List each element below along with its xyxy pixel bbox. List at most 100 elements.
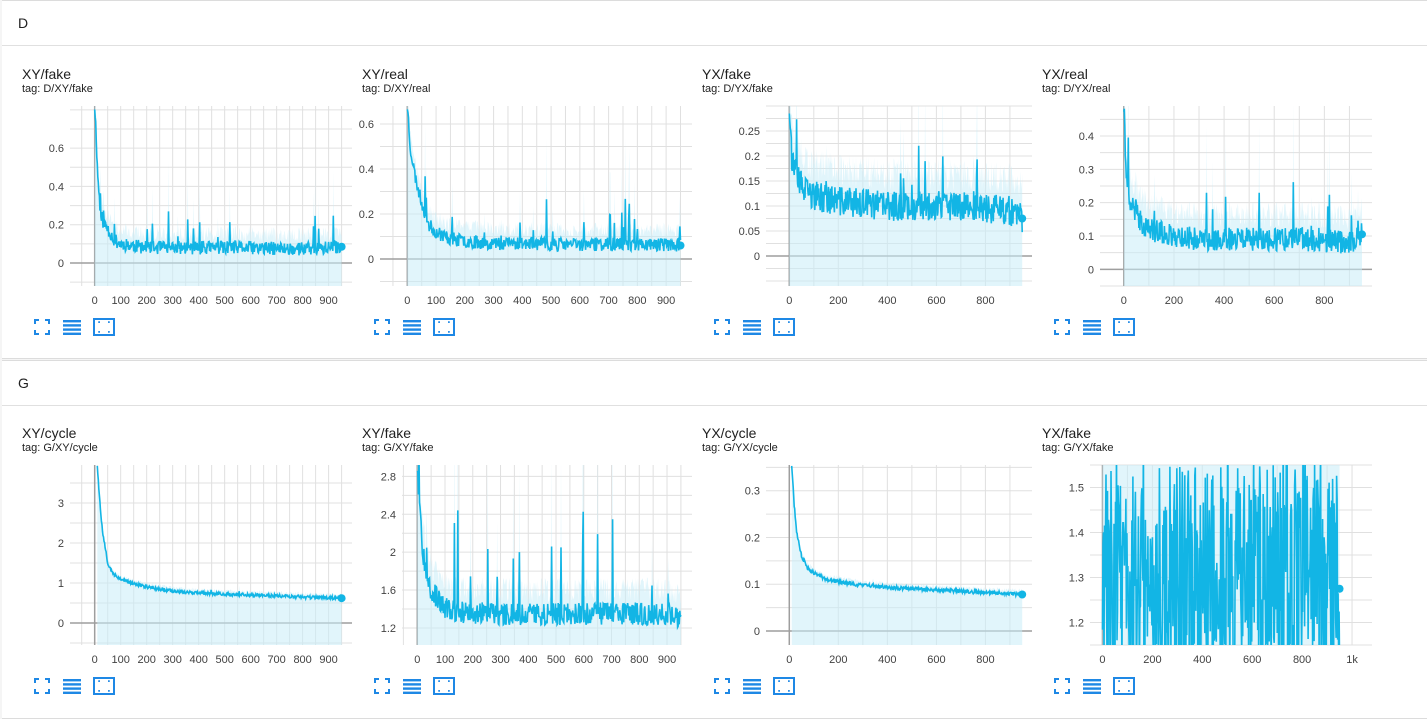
chart-tag-value: G/XY/cycle xyxy=(43,442,98,454)
x-tick-label: 300 xyxy=(163,654,181,666)
chart-tag-prefix: tag: xyxy=(1042,442,1061,454)
chart-title: XY/cycle xyxy=(22,425,77,441)
series-raw-band xyxy=(789,106,1023,286)
series-last-point xyxy=(337,594,346,603)
x-tick-label: 0 xyxy=(786,295,792,307)
chart-tag-value: G/YX/cycle xyxy=(723,442,778,454)
chart-plot[interactable]: 0 100 200 300 400 500 600 700 800 900 0 0.2 0.4 0.6 xyxy=(22,66,362,316)
toggle-log-scale-icon[interactable] xyxy=(740,316,764,338)
x-tick-label: 800 xyxy=(1315,295,1333,307)
y-tick-label: 1 xyxy=(58,578,64,590)
series-line xyxy=(1123,108,1363,254)
chart-tag-prefix: tag: xyxy=(362,442,381,454)
y-tick-label: 0.6 xyxy=(359,119,374,131)
x-tick-label: 0 xyxy=(1099,654,1105,666)
fit-domain-icon[interactable] xyxy=(92,316,116,338)
chart-tag-value: D/XY/real xyxy=(383,83,431,95)
chart-plot[interactable]: 0 100 200 300 400 500 600 700 800 900 1.2 1.6 2 2.4 2.… xyxy=(362,425,702,675)
x-tick-label: 100 xyxy=(427,295,445,307)
fullscreen-icon[interactable] xyxy=(30,316,54,338)
series-line xyxy=(96,465,343,602)
y-tick-label: 2 xyxy=(58,538,64,550)
y-tick-label: 2.4 xyxy=(381,509,396,521)
x-tick-label: 300 xyxy=(491,654,509,666)
x-tick-label: 800 xyxy=(630,654,648,666)
x-tick-label: 0 xyxy=(92,295,98,307)
chart-plot[interactable]: 0 100 200 300 400 500 600 700 800 900 0 0.2 0.4 0.6 xyxy=(359,66,702,316)
fit-domain-icon[interactable] xyxy=(772,316,796,338)
x-tick-label: 200 xyxy=(1165,295,1183,307)
fullscreen-icon[interactable] xyxy=(710,316,734,338)
y-tick-label: 0.3 xyxy=(1079,164,1094,176)
toggle-log-scale-icon[interactable] xyxy=(60,675,84,697)
x-tick-label: 600 xyxy=(575,654,593,666)
toggle-log-scale-icon[interactable] xyxy=(60,316,84,338)
y-tick-label: 0.4 xyxy=(49,181,64,193)
fit-domain-icon[interactable] xyxy=(772,675,796,697)
x-tick-label: 900 xyxy=(657,295,675,307)
y-tick-label: 0 xyxy=(1088,264,1094,276)
fullscreen-icon[interactable] xyxy=(1050,675,1074,697)
y-tick-label: 0.2 xyxy=(745,532,760,544)
scalar-card: XY/fake tag: G/XY/fake 0 100 200 300 400 500 600 7… xyxy=(362,425,702,705)
fit-domain-icon[interactable] xyxy=(432,316,456,338)
fit-domain-icon[interactable] xyxy=(432,675,456,697)
toggle-log-scale-icon[interactable] xyxy=(1080,316,1104,338)
x-tick-label: 400 xyxy=(878,295,896,307)
x-tick-label: 600 xyxy=(241,654,259,666)
series-line xyxy=(788,113,1023,233)
chart-plot[interactable]: 0 100 200 300 400 500 600 700 800 900 0 1 2 3 xyxy=(22,425,362,675)
chart-tag-prefix: tag: xyxy=(1042,83,1061,95)
fit-domain-icon[interactable] xyxy=(1112,316,1136,338)
y-tick-label: 1.3 xyxy=(1069,573,1084,585)
fit-domain-icon[interactable] xyxy=(92,675,116,697)
series-line xyxy=(790,465,1023,599)
series-last-point xyxy=(1018,590,1027,599)
x-tick-label: 0 xyxy=(786,654,792,666)
chart-tag-value: G/YX/fake xyxy=(1063,442,1114,454)
y-tick-label: 0.4 xyxy=(1079,131,1094,143)
toggle-log-scale-icon[interactable] xyxy=(740,675,764,697)
chart-plot[interactable]: 0 200 400 600 800 0 0.05 0.1 0.15 0.2 0.25 xyxy=(702,66,1042,316)
chart-plot[interactable]: 0 200 400 600 800 1k 1.2 1.3 1.4 1.5 xyxy=(1042,425,1382,675)
toggle-log-scale-icon[interactable] xyxy=(400,675,424,697)
x-tick-label: 300 xyxy=(163,295,181,307)
y-tick-label: 0.2 xyxy=(1079,198,1094,210)
group-header-d[interactable]: D xyxy=(2,1,1427,46)
x-tick-label: 200 xyxy=(137,654,155,666)
x-tick-label: 0 xyxy=(404,295,410,307)
fullscreen-icon[interactable] xyxy=(1050,316,1074,338)
toggle-log-scale-icon[interactable] xyxy=(1080,675,1104,697)
x-tick-label: 0 xyxy=(414,654,420,666)
chart-plot[interactable]: 0 200 400 600 800 0 0.1 0.2 0.3 xyxy=(702,425,1042,675)
scalar-card: XY/real tag: D/XY/real 0 100 200 300 400 500 600 7… xyxy=(359,66,702,346)
chart-tag-prefix: tag: xyxy=(362,83,381,95)
x-tick-label: 1k xyxy=(1346,654,1358,666)
x-tick-label: 500 xyxy=(547,654,565,666)
chart-title: YX/real xyxy=(1042,66,1088,82)
fullscreen-icon[interactable] xyxy=(370,316,394,338)
chart-tag: tag: D/YX/fake xyxy=(702,83,773,95)
y-tick-label: 0.15 xyxy=(739,176,760,188)
y-tick-label: 0.05 xyxy=(739,226,760,238)
chart-tag-prefix: tag: xyxy=(22,442,41,454)
y-tick-label: 0.1 xyxy=(745,201,760,213)
x-tick-label: 600 xyxy=(241,295,259,307)
chart-plot[interactable]: 0 200 400 600 800 0 0.1 0.2 0.3 0.4 xyxy=(1042,66,1382,316)
chart-title: YX/fake xyxy=(702,66,752,82)
x-tick-label: 500 xyxy=(215,295,233,307)
fullscreen-icon[interactable] xyxy=(710,675,734,697)
scalar-card: YX/fake tag: D/YX/fake 0 200 400 600 800 0 0.05 0.… xyxy=(702,66,1042,346)
series-raw-band xyxy=(417,465,681,645)
fullscreen-icon[interactable] xyxy=(30,675,54,697)
x-tick-label: 200 xyxy=(456,295,474,307)
group-header-g[interactable]: G xyxy=(2,361,1427,406)
x-tick-label: 800 xyxy=(976,654,994,666)
x-tick-label: 400 xyxy=(1215,295,1233,307)
fullscreen-icon[interactable] xyxy=(370,675,394,697)
fit-domain-icon[interactable] xyxy=(1112,675,1136,697)
y-tick-label: 1.2 xyxy=(1069,618,1084,630)
x-tick-label: 100 xyxy=(112,654,130,666)
toggle-log-scale-icon[interactable] xyxy=(400,316,424,338)
chart-tag: tag: G/YX/cycle xyxy=(702,442,778,454)
